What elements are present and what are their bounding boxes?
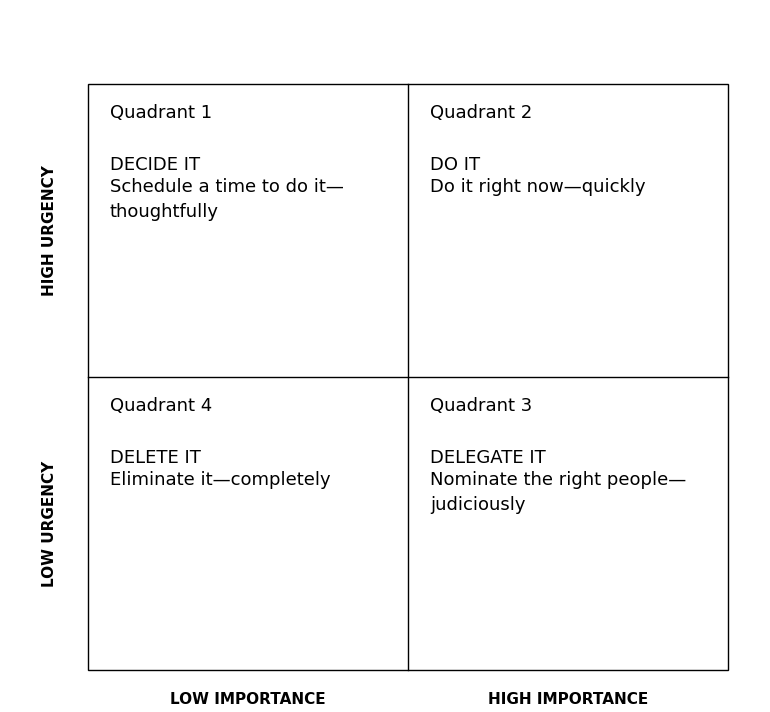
Text: DO IT: DO IT	[430, 156, 480, 174]
Text: Eliminate it—completely: Eliminate it—completely	[110, 471, 330, 489]
Text: DELETE IT: DELETE IT	[110, 449, 201, 467]
Text: DELEGATE IT: DELEGATE IT	[430, 449, 546, 467]
Text: DECIDE IT: DECIDE IT	[110, 156, 200, 174]
Text: Quadrant 4: Quadrant 4	[110, 397, 213, 415]
Text: LOW URGENCY: LOW URGENCY	[42, 461, 58, 587]
Text: LOW IMPORTANCE: LOW IMPORTANCE	[170, 692, 326, 707]
Bar	[88, 84, 728, 670]
Text: HIGH IMPORTANCE: HIGH IMPORTANCE	[488, 692, 648, 707]
Text: HIGH URGENCY: HIGH URGENCY	[42, 165, 58, 296]
Text: Schedule a time to do it—
thoughtfully: Schedule a time to do it— thoughtfully	[110, 178, 344, 221]
Text: Quadrant 2: Quadrant 2	[430, 104, 532, 122]
Text: Nominate the right people—
judiciously: Nominate the right people— judiciously	[430, 471, 686, 514]
Text: Quadrant 3: Quadrant 3	[430, 397, 532, 415]
Text: Quadrant 1: Quadrant 1	[110, 104, 212, 122]
Text: Do it right now—quickly: Do it right now—quickly	[430, 178, 645, 196]
